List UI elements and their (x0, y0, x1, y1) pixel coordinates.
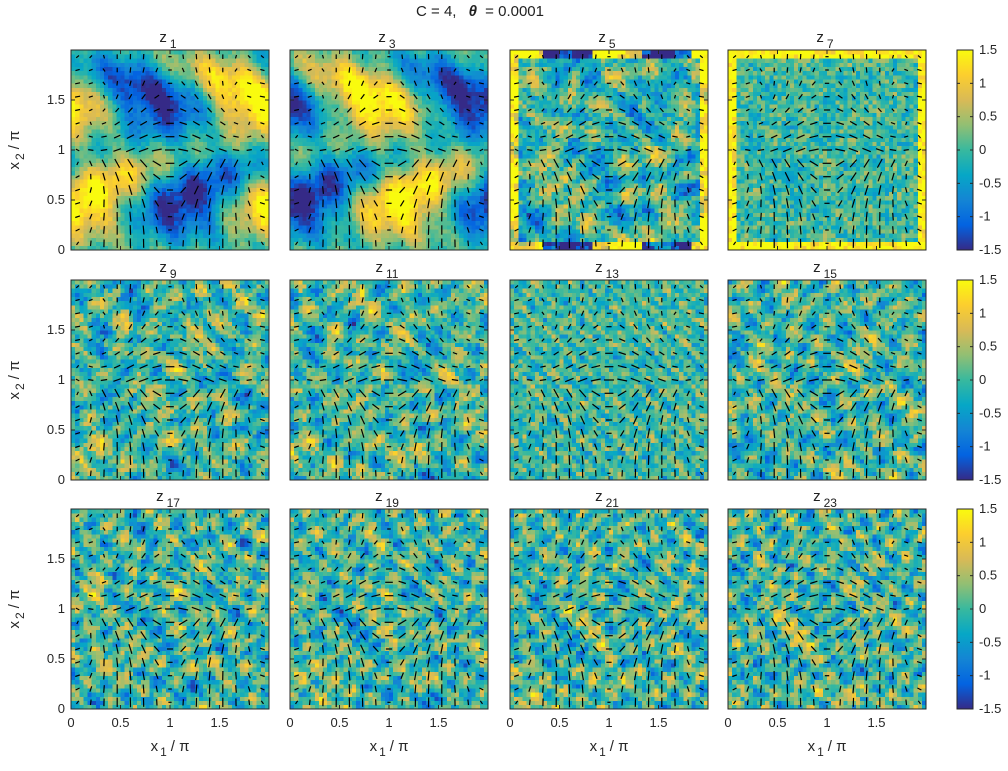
panel-z-13: z 13 (510, 259, 708, 480)
y-tick-label: 1 (58, 372, 65, 387)
colorbar-tick-label: 1 (979, 534, 986, 549)
colorbar-tick-label: -0.5 (979, 405, 1001, 420)
y-axis-label: x2/ π (6, 131, 27, 170)
colorbars-layer: 1.510.50-0.5-1-1.51.510.50-0.5-1-1.51.51… (957, 42, 1001, 716)
x-tick-label: 0 (286, 715, 293, 730)
x-tick-label: 0.5 (550, 715, 568, 730)
x-tick-label: 0 (67, 715, 74, 730)
panel-z-9: z 9 0 0.5 1 1.5 x2/ π (6, 259, 269, 487)
colorbar-tick-label: 1 (979, 75, 986, 90)
colorbar-tick-label: 1 (979, 305, 986, 320)
x-tick-label: 0.5 (768, 715, 786, 730)
colorbar-tick-label: 0.5 (979, 109, 997, 124)
x-axis-label: x 1/ π (151, 738, 190, 759)
x-tick-label: 0 (506, 715, 513, 730)
colorbar-tick-label: 0 (979, 142, 986, 157)
colorbar-tick-label: -0.5 (979, 175, 1001, 190)
panel-title: z 19 (375, 488, 399, 510)
x-tick-label: 0.5 (330, 715, 348, 730)
colorbar-row-1: 1.5 1 0.5 0 -0.5 -1 -1.5 (957, 42, 1001, 257)
x-axis-label: x 1/ π (590, 738, 629, 759)
figure-title: C = 4, θ = 0.0001 (416, 3, 544, 20)
y-tick-label: 0 (58, 242, 65, 257)
y-tick-label: 0.5 (47, 651, 65, 666)
y-tick-label: 0.5 (47, 192, 65, 207)
x-tick-label: 0.5 (111, 715, 129, 730)
panel-z-17: z 17 0 0.5 1 1.5 0 0.5 1 1.5 x 1/ π x2/ π (6, 488, 269, 759)
panel-title: z 11 (376, 259, 399, 281)
y-tick-label: 0 (58, 701, 65, 716)
y-axis-label: x2/ π (6, 590, 27, 629)
x-tick-label: 1 (605, 715, 612, 730)
y-tick-label: 0 (58, 472, 65, 487)
y-tick-label: 1.5 (47, 551, 65, 566)
y-tick-label: 1 (58, 601, 65, 616)
colorbar-tick-label: -0.5 (979, 634, 1001, 649)
x-tick-label: 1.5 (867, 715, 885, 730)
colorbar-tick-label: -1 (979, 668, 991, 683)
colorbar-tick-label: 1.5 (979, 42, 997, 57)
panel-z-19: z 19 0 0.5 1 1.5 x 1/ π (286, 488, 488, 759)
panel-z-1: z 1 0 0.5 1 1.5 x2/ π (6, 29, 269, 257)
x-tick-label: 0 (724, 715, 731, 730)
colorbar-row-3: 1.5 1 0.5 0 -0.5 -1 -1.5 (957, 501, 1001, 716)
colorbar-tick-label: 0 (979, 372, 986, 387)
panel-title: z 13 (595, 259, 619, 281)
colorbar-tick-label: 1.5 (979, 501, 997, 516)
panel-title: z 21 (595, 488, 619, 510)
colorbar-tick-label: 1.5 (979, 272, 997, 287)
x-axis-label: x 1/ π (808, 738, 847, 759)
panel-z-15: z 15 (728, 259, 926, 480)
colorbar-tick-label: -1.5 (979, 701, 1001, 716)
colorbar-tick-label: 0.5 (979, 568, 997, 583)
x-tick-label: 1.5 (210, 715, 228, 730)
y-tick-label: 0.5 (47, 422, 65, 437)
title-theta-symbol: θ (469, 3, 478, 20)
x-axis-label: x 1/ π (370, 738, 409, 759)
colorbar-tick-label: -1.5 (979, 242, 1001, 257)
colorbar-tick-label: 0 (979, 601, 986, 616)
panels-layer: z 1 0 0.5 1 1.5 x2/ π z 3 z 5 z 7 z 9 0 0.5 1 1.5 x2/ π z 11 z… (6, 29, 926, 759)
panel-z-21: z 21 0 0.5 1 1.5 x 1/ π (506, 488, 708, 759)
x-tick-label: 1.5 (649, 715, 667, 730)
colorbar-tick-label: -1 (979, 209, 991, 224)
panel-title: z 23 (813, 488, 837, 510)
title-c: C = 4, (416, 3, 456, 20)
y-tick-label: 1.5 (47, 92, 65, 107)
title-theta-value: = 0.0001 (485, 3, 544, 20)
y-tick-label: 1.5 (47, 322, 65, 337)
colorbar-row-2: 1.5 1 0.5 0 -0.5 -1 -1.5 (957, 272, 1001, 487)
y-tick-label: 1 (58, 142, 65, 157)
x-tick-label: 1 (823, 715, 830, 730)
x-tick-label: 1 (166, 715, 173, 730)
y-axis-label: x2/ π (6, 361, 27, 400)
panel-title: z 15 (813, 259, 837, 281)
colorbar-tick-label: -1.5 (979, 472, 1001, 487)
x-tick-label: 1.5 (429, 715, 447, 730)
panel-z-23: z 23 0 0.5 1 1.5 x 1/ π (724, 488, 926, 759)
colorbar-tick-label: -1 (979, 439, 991, 454)
panel-z-11: z 11 (290, 259, 488, 480)
colorbar-tick-label: 0.5 (979, 339, 997, 354)
x-tick-label: 1 (385, 715, 392, 730)
panel-title: z 17 (156, 488, 180, 510)
